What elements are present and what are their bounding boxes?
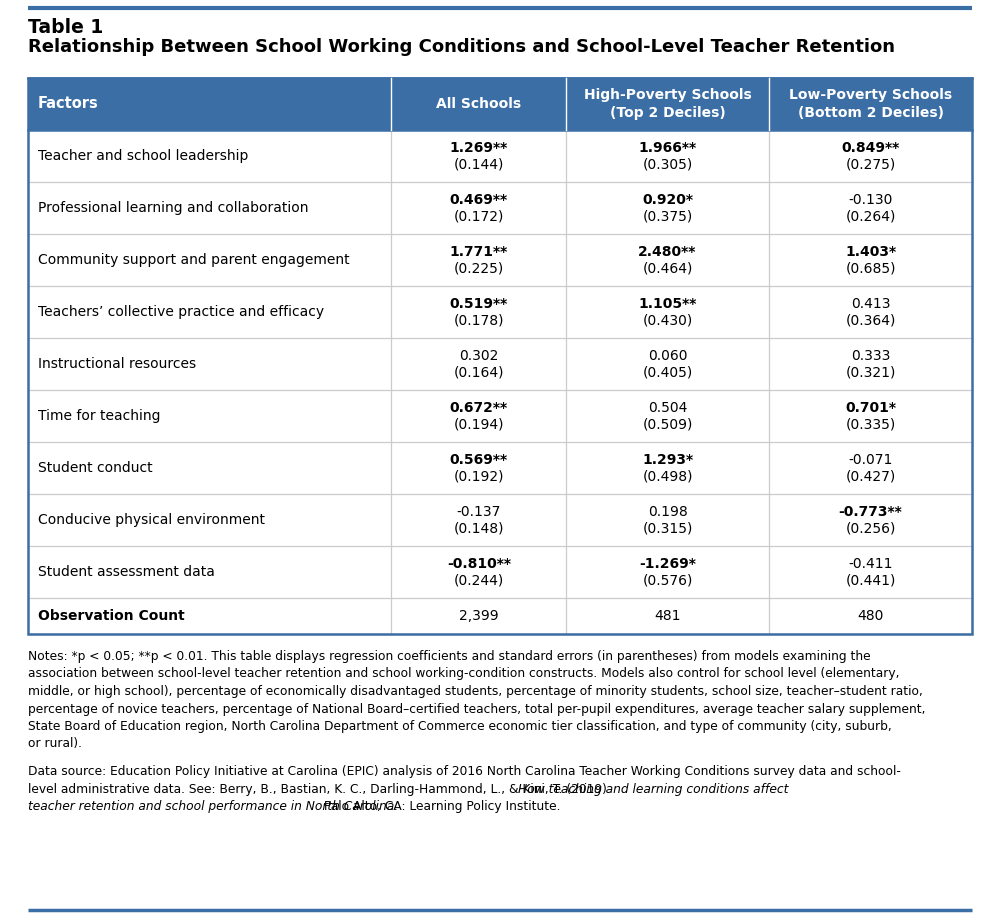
Text: All Schools: All Schools	[436, 97, 521, 111]
Text: -0.137: -0.137	[457, 505, 501, 518]
Text: -1.269*: -1.269*	[639, 557, 696, 571]
Text: State Board of Education region, North Carolina Department of Commerce economic : State Board of Education region, North C…	[28, 720, 892, 733]
Bar	[28, 598, 972, 634]
Text: Community support and parent engagement: Community support and parent engagement	[38, 253, 350, 267]
Text: (0.178): (0.178)	[454, 313, 504, 327]
Text: 0.333: 0.333	[851, 349, 890, 363]
Text: 0.060: 0.060	[648, 349, 687, 363]
Text: (0.244): (0.244)	[454, 573, 504, 587]
Text: (0.335): (0.335)	[845, 418, 896, 431]
Text: (0.375): (0.375)	[642, 210, 693, 224]
Text: Teachers’ collective practice and efficacy: Teachers’ collective practice and effica…	[38, 305, 324, 319]
Text: -0.810**: -0.810**	[447, 557, 511, 571]
Text: Data source: Education Policy Initiative at Carolina (EPIC) analysis of 2016 Nor: Data source: Education Policy Initiative…	[28, 765, 901, 778]
Bar	[28, 78, 972, 634]
Text: 1.771**: 1.771**	[450, 245, 508, 258]
Text: 0.569**: 0.569**	[450, 453, 508, 466]
Text: Factors: Factors	[38, 96, 99, 112]
Text: Notes: *p < 0.05; **p < 0.01. This table displays regression coefficients and st: Notes: *p < 0.05; **p < 0.01. This table…	[28, 650, 871, 663]
Bar	[28, 338, 972, 390]
Text: (0.305): (0.305)	[642, 158, 693, 171]
Text: Teacher and school leadership: Teacher and school leadership	[38, 149, 248, 163]
Text: percentage of novice teachers, percentage of National Board–certified teachers, : percentage of novice teachers, percentag…	[28, 703, 926, 715]
Text: level administrative data. See: Berry, B., Bastian, K. C., Darling-Hammond, L., : level administrative data. See: Berry, B…	[28, 782, 615, 795]
Bar	[28, 234, 972, 286]
Text: 0.519**: 0.519**	[450, 297, 508, 311]
Text: Relationship Between School Working Conditions and School-Level Teacher Retentio: Relationship Between School Working Cond…	[28, 38, 895, 56]
Text: association between school-level teacher retention and school working-condition : association between school-level teacher…	[28, 668, 900, 681]
Text: (0.172): (0.172)	[454, 210, 504, 224]
Text: (0.192): (0.192)	[454, 469, 504, 484]
Text: 0.504: 0.504	[648, 400, 687, 415]
Text: Student assessment data: Student assessment data	[38, 565, 215, 579]
Text: (0.405): (0.405)	[642, 365, 693, 379]
Text: (0.464): (0.464)	[642, 261, 693, 276]
Text: (0.321): (0.321)	[845, 365, 896, 379]
Text: Time for teaching: Time for teaching	[38, 409, 160, 423]
Text: (0.685): (0.685)	[845, 261, 896, 276]
Bar	[28, 390, 972, 442]
Text: Observation Count: Observation Count	[38, 609, 185, 623]
Text: 0.469**: 0.469**	[450, 192, 508, 207]
Text: (0.430): (0.430)	[642, 313, 693, 327]
Text: 2.480**: 2.480**	[638, 245, 697, 258]
Text: 0.920*: 0.920*	[642, 192, 693, 207]
Text: (0.364): (0.364)	[845, 313, 896, 327]
Text: Palo Alto, CA: Learning Policy Institute.: Palo Alto, CA: Learning Policy Institute…	[320, 800, 561, 813]
Text: (0.144): (0.144)	[454, 158, 504, 171]
Text: 480: 480	[857, 609, 884, 623]
Text: or rural).: or rural).	[28, 737, 82, 750]
Bar	[28, 494, 972, 546]
Text: High-Poverty Schools
(Top 2 Deciles): High-Poverty Schools (Top 2 Deciles)	[584, 88, 751, 120]
Text: 0.672**: 0.672**	[450, 400, 508, 415]
Text: (0.164): (0.164)	[454, 365, 504, 379]
Text: Professional learning and collaboration: Professional learning and collaboration	[38, 201, 308, 215]
Text: 1.403*: 1.403*	[845, 245, 896, 258]
Text: 0.701*: 0.701*	[845, 400, 896, 415]
Text: Instructional resources: Instructional resources	[38, 357, 196, 371]
Text: (0.576): (0.576)	[642, 573, 693, 587]
Text: Student conduct: Student conduct	[38, 461, 153, 475]
Text: (0.441): (0.441)	[845, 573, 896, 587]
Text: 1.269**: 1.269**	[450, 141, 508, 155]
Bar	[28, 182, 972, 234]
Text: -0.071: -0.071	[848, 453, 893, 466]
Text: Table 1: Table 1	[28, 18, 103, 37]
Text: 2,399: 2,399	[459, 609, 499, 623]
Text: teacher retention and school performance in North Carolina.: teacher retention and school performance…	[28, 800, 398, 813]
Text: 1.966**: 1.966**	[638, 141, 697, 155]
Text: (0.256): (0.256)	[845, 521, 896, 535]
Text: (0.225): (0.225)	[454, 261, 504, 276]
Bar	[28, 546, 972, 598]
Text: -0.411: -0.411	[848, 557, 893, 571]
Text: 1.105**: 1.105**	[638, 297, 697, 311]
Text: Low-Poverty Schools
(Bottom 2 Deciles): Low-Poverty Schools (Bottom 2 Deciles)	[789, 88, 952, 120]
Text: (0.315): (0.315)	[642, 521, 693, 535]
Text: (0.427): (0.427)	[845, 469, 896, 484]
Text: 0.302: 0.302	[459, 349, 498, 363]
Text: 0.198: 0.198	[648, 505, 687, 518]
Text: 0.849**: 0.849**	[841, 141, 900, 155]
Text: 481: 481	[654, 609, 681, 623]
Text: (0.509): (0.509)	[642, 418, 693, 431]
Text: -0.130: -0.130	[848, 192, 893, 207]
Bar	[28, 286, 972, 338]
Text: How teaching and learning conditions affect: How teaching and learning conditions aff…	[518, 782, 788, 795]
Text: Conducive physical environment: Conducive physical environment	[38, 513, 265, 527]
Text: 0.413: 0.413	[851, 297, 890, 311]
Text: (0.498): (0.498)	[642, 469, 693, 484]
Bar	[28, 442, 972, 494]
Text: (0.148): (0.148)	[454, 521, 504, 535]
Bar	[28, 78, 972, 130]
Text: (0.194): (0.194)	[454, 418, 504, 431]
Text: (0.275): (0.275)	[845, 158, 896, 171]
Text: (0.264): (0.264)	[845, 210, 896, 224]
Bar	[28, 130, 972, 182]
Text: -0.773**: -0.773**	[839, 505, 902, 518]
Text: 1.293*: 1.293*	[642, 453, 693, 466]
Text: middle, or high school), percentage of economically disadvantaged students, perc: middle, or high school), percentage of e…	[28, 685, 923, 698]
